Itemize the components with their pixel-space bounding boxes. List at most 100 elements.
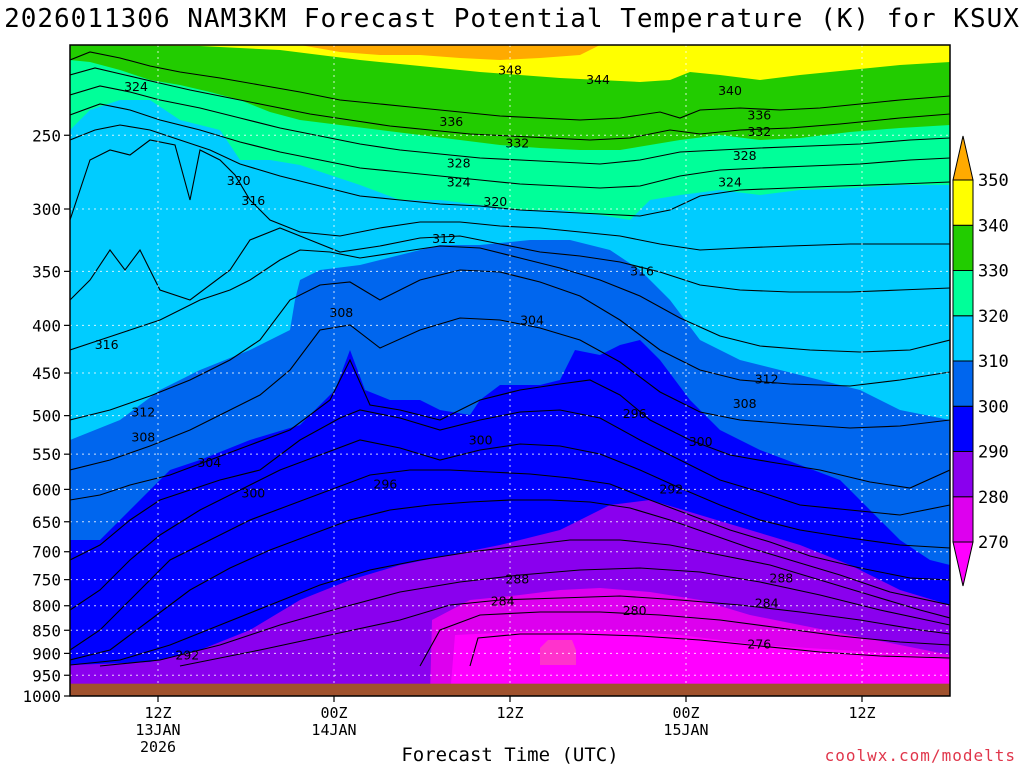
contour-label: 308 bbox=[329, 305, 353, 320]
contour-line bbox=[70, 124, 950, 217]
colorbar-label: 320 bbox=[978, 307, 1009, 327]
colorbar-segment bbox=[952, 360, 974, 407]
contour-label: 316 bbox=[95, 337, 119, 352]
colorbar-label: 290 bbox=[978, 443, 1009, 463]
contour-label: 320 bbox=[227, 173, 251, 188]
contour-label: 324 bbox=[718, 175, 742, 190]
band-below-270 bbox=[450, 630, 950, 696]
contour-label: 312 bbox=[432, 231, 456, 246]
y-axis: 250 300 350 400 450 500 550 600 650 700 750 800 850 9… bbox=[22, 126, 70, 706]
contour-label: 332 bbox=[505, 135, 529, 150]
contour-label: 304 bbox=[520, 312, 544, 327]
contour-label: 276 bbox=[747, 636, 771, 651]
contour-labels: 348 344 340 336 332 328 324 324 336 332 328 324 320 3… bbox=[95, 62, 794, 662]
contour-label: 284 bbox=[755, 596, 779, 611]
contour-line bbox=[70, 139, 950, 251]
x-tick-label: 00Z bbox=[672, 704, 699, 722]
colorbar-label: 310 bbox=[978, 352, 1009, 372]
colorbar-label: 330 bbox=[978, 262, 1009, 282]
contour-line bbox=[70, 317, 950, 471]
colorbar-label: 280 bbox=[978, 488, 1009, 508]
plot-fill bbox=[70, 45, 950, 696]
contour-label: 312 bbox=[131, 404, 155, 419]
y-tick-label: 400 bbox=[32, 316, 61, 335]
colorbar-label: 270 bbox=[978, 533, 1009, 553]
y-tick-label: 650 bbox=[32, 513, 61, 532]
contour-label: 280 bbox=[623, 603, 647, 618]
y-tick-label: 800 bbox=[32, 597, 61, 616]
contour-label: 296 bbox=[623, 406, 647, 421]
contour-label: 300 bbox=[241, 485, 265, 500]
contour-line bbox=[70, 67, 950, 141]
x-tick-label: 12Z bbox=[496, 704, 523, 722]
y-tick-label: 250 bbox=[32, 126, 61, 145]
y-tick-label: 600 bbox=[32, 480, 61, 499]
colorbar-label: 350 bbox=[978, 171, 1009, 191]
contour-label: 288 bbox=[505, 572, 529, 587]
band-350-plus bbox=[300, 45, 600, 60]
contour-line bbox=[70, 227, 950, 301]
y-tick-label: 350 bbox=[32, 262, 61, 281]
contour-line bbox=[70, 439, 950, 611]
contour-label: 336 bbox=[747, 107, 771, 122]
contour-line bbox=[70, 51, 950, 121]
contour-lines bbox=[70, 51, 950, 667]
contour-label: 308 bbox=[733, 396, 757, 411]
contour-line bbox=[70, 499, 950, 661]
contour-label: 296 bbox=[373, 477, 397, 492]
x-tick-label: 13JAN bbox=[135, 721, 180, 739]
y-tick-label: 550 bbox=[32, 445, 61, 464]
contour-label: 316 bbox=[241, 193, 265, 208]
contour-label: 332 bbox=[747, 124, 771, 139]
y-tick-label: 750 bbox=[32, 571, 61, 590]
colorbar-segment bbox=[952, 270, 974, 317]
colorbar-segment bbox=[952, 451, 974, 498]
grid-lines bbox=[70, 45, 950, 696]
contour-line bbox=[70, 358, 950, 501]
y-tick-label: 950 bbox=[32, 666, 61, 685]
x-tick-label: 12Z bbox=[848, 704, 875, 722]
contour-line bbox=[70, 85, 950, 165]
y-tick-label: 300 bbox=[32, 200, 61, 219]
warm-cell bbox=[540, 640, 576, 665]
contour-line bbox=[469, 633, 950, 667]
contour-label: 316 bbox=[630, 263, 654, 278]
x-axis-label: Forecast Time (UTC) bbox=[401, 744, 619, 766]
contour-label: 324 bbox=[124, 79, 148, 94]
ground bbox=[70, 683, 950, 696]
contour-label: 340 bbox=[718, 83, 742, 98]
colorbar-max-triangle bbox=[952, 135, 974, 181]
contour-line bbox=[70, 469, 950, 651]
y-tick-label: 700 bbox=[32, 543, 61, 562]
x-tick-label: 14JAN bbox=[311, 721, 356, 739]
y-tick-label: 450 bbox=[32, 364, 61, 383]
contour-label: 300 bbox=[469, 433, 493, 448]
contour-label: 336 bbox=[439, 114, 463, 129]
contour-line bbox=[70, 269, 950, 421]
contour-label: 284 bbox=[491, 594, 515, 609]
colorbar-label: 300 bbox=[978, 397, 1009, 417]
contour-label: 324 bbox=[447, 175, 471, 190]
colorbar-segment bbox=[952, 179, 974, 226]
x-tick-label: 12Z bbox=[144, 704, 171, 722]
colorbar-segment bbox=[952, 224, 974, 271]
contour-label: 328 bbox=[447, 155, 471, 170]
contour-label: 312 bbox=[755, 371, 779, 386]
credit-text: coolwx.com/modelts bbox=[824, 746, 1016, 765]
contour-label: 292 bbox=[659, 481, 683, 496]
y-tick-label: 850 bbox=[32, 621, 61, 640]
x-tick-label: 15JAN bbox=[663, 721, 708, 739]
contour-label: 300 bbox=[689, 434, 713, 449]
contour-label: 348 bbox=[498, 62, 522, 77]
contour-line bbox=[99, 567, 950, 667]
colorbar-segment bbox=[952, 405, 974, 452]
colorbar: 270 280 290 300 310 320 330 340 350 bbox=[952, 135, 1009, 587]
contour-label: 344 bbox=[586, 72, 610, 87]
contour-label: 320 bbox=[483, 194, 507, 209]
contour-line bbox=[70, 409, 950, 561]
y-tick-label: 900 bbox=[32, 644, 61, 663]
contour-label: 304 bbox=[197, 455, 221, 470]
chart-title: 2026011306 NAM3KM Forecast Potential Tem… bbox=[4, 4, 1020, 34]
